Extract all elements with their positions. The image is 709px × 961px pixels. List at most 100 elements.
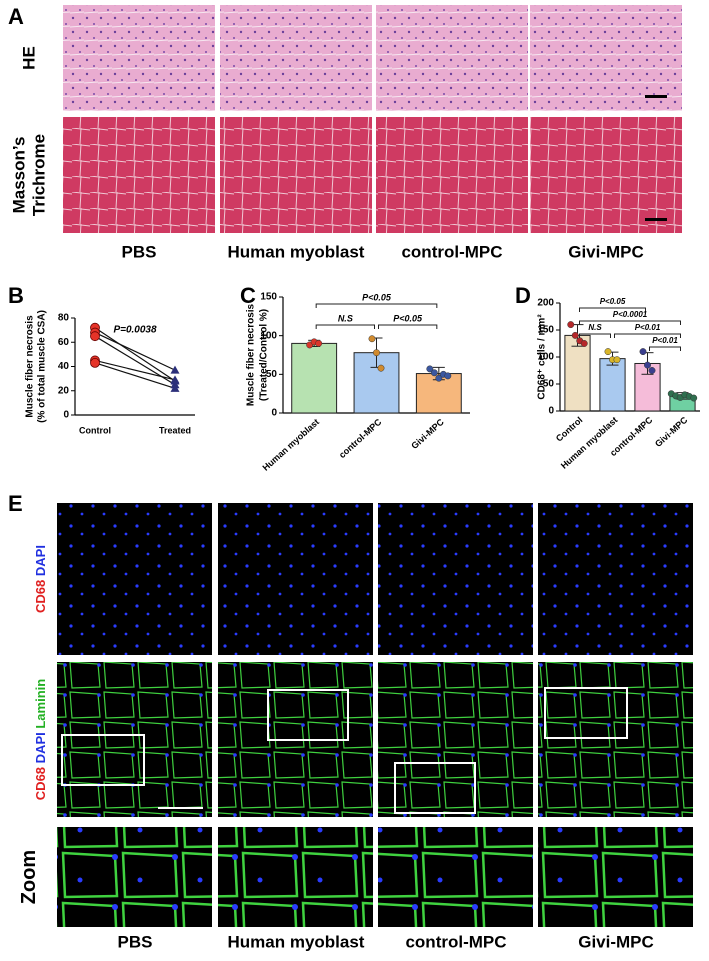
x-tick-label: Givi-MPC (653, 414, 690, 449)
row-label-word: CD68 (33, 580, 48, 613)
bar (599, 358, 626, 412)
comparison-label: P<0.01 (652, 336, 678, 345)
bar (564, 334, 591, 412)
pair-line (94, 332, 176, 371)
y-tick-label: 0 (63, 410, 69, 421)
panel-label: E (8, 491, 23, 516)
y-axis-label: Muscle fiber necrosis (25, 315, 36, 418)
y-tick-label: 100 (537, 352, 554, 363)
data-point (604, 348, 612, 356)
column-label: control-MPC (405, 932, 506, 951)
scale-bar (645, 218, 667, 221)
data-point (368, 335, 376, 343)
comparison-bracket (315, 303, 438, 308)
data-point (571, 331, 579, 339)
column-label: Givi-MPC (578, 932, 654, 951)
data-point (90, 331, 100, 342)
histology-image (63, 117, 215, 233)
x-tick-label: control-MPC (337, 416, 384, 460)
fluorescence-image (378, 662, 533, 817)
y-tick-label: 200 (537, 298, 554, 309)
y-tick-label: 40 (58, 361, 70, 372)
comparison-label: N.S (338, 313, 353, 323)
y-tick-label: 80 (58, 313, 70, 324)
y-tick-label: 50 (543, 379, 555, 390)
zoom-box (544, 687, 628, 739)
column-label: PBS (122, 242, 157, 261)
data-point (90, 357, 100, 368)
panel-label: D (515, 283, 531, 308)
fluorescence-image (218, 503, 373, 655)
y-axis-label: (% of total muscle CSA) (37, 310, 48, 423)
y-tick-label: 150 (537, 325, 554, 336)
row-label-word: Zoom (18, 850, 40, 904)
x-tick-label: Human myoblast (261, 417, 322, 473)
y-tick-label: 150 (260, 292, 277, 303)
comparison-label: P<0.0001 (613, 310, 648, 319)
y-tick-label: 20 (58, 385, 70, 396)
data-point (435, 374, 443, 382)
row-label: Trichrome (29, 134, 48, 216)
histology-image (220, 5, 372, 111)
row-label: HE (19, 46, 38, 70)
data-point (444, 372, 452, 380)
data-point (644, 361, 651, 369)
histology-image (530, 117, 682, 233)
column-label: Givi-MPC (568, 242, 644, 261)
pair-line (94, 359, 176, 381)
y-tick-label: 100 (260, 330, 277, 341)
data-point (170, 375, 180, 384)
fluorescence-image (57, 503, 212, 655)
column-label: PBS (118, 932, 153, 951)
x-tick-label: Control (554, 415, 584, 444)
fluorescence-image (378, 503, 533, 655)
histology-image (376, 5, 528, 111)
column-label: Human myoblast (228, 932, 365, 951)
row-label: CD68 DAPI Laminin (33, 679, 48, 800)
comparison-bracket (315, 324, 375, 329)
zoom-box (267, 689, 349, 741)
row-label: Zoom (18, 850, 40, 904)
bar (291, 342, 338, 414)
fluorescence-image (57, 662, 212, 817)
fluorescence-image (538, 662, 693, 817)
y-tick-label: 60 (58, 337, 70, 348)
zoom-box (61, 734, 145, 786)
panel-label: C (240, 283, 256, 308)
fluorescence-image (218, 827, 373, 927)
histology-image (530, 5, 682, 111)
row-label-word: DAPI (33, 545, 48, 576)
row-label-word: DAPI (33, 732, 48, 763)
x-tick-label: Givi-MPC (409, 416, 446, 451)
data-point (613, 356, 621, 364)
panel-label: A (8, 4, 24, 29)
data-point (648, 367, 656, 374)
fluorescence-image (538, 503, 693, 655)
comparison-label: P<0.05 (393, 313, 423, 323)
row-label-word: CD68 (33, 767, 48, 800)
histology-image (220, 117, 372, 233)
x-tick-label: Control (79, 425, 111, 435)
histology-image (63, 5, 215, 111)
y-tick-label: 0 (271, 408, 277, 419)
data-point (580, 340, 588, 347)
comparison-label: N.S (588, 323, 602, 332)
pair-line (94, 327, 176, 382)
data-point (426, 365, 434, 373)
data-point (315, 339, 323, 347)
annotation: P=0.0038 (113, 325, 157, 336)
row-label: Masson’s (9, 137, 28, 214)
row-label: CD68 DAPI (33, 545, 48, 613)
comparison-label: P<0.05 (600, 297, 626, 306)
scale-bar (158, 807, 203, 809)
y-axis-label: Muscle fiber necrosis (246, 303, 257, 406)
fluorescence-image (57, 827, 212, 927)
row-label-word: Laminin (33, 679, 48, 729)
data-point (170, 365, 180, 374)
comparison-bracket (579, 307, 646, 312)
y-axis-label: (Treated/Control %) (259, 309, 270, 401)
comparison-label: P<0.05 (362, 292, 392, 302)
fluorescence-image (378, 827, 533, 927)
comparison-label: P<0.01 (635, 323, 661, 332)
